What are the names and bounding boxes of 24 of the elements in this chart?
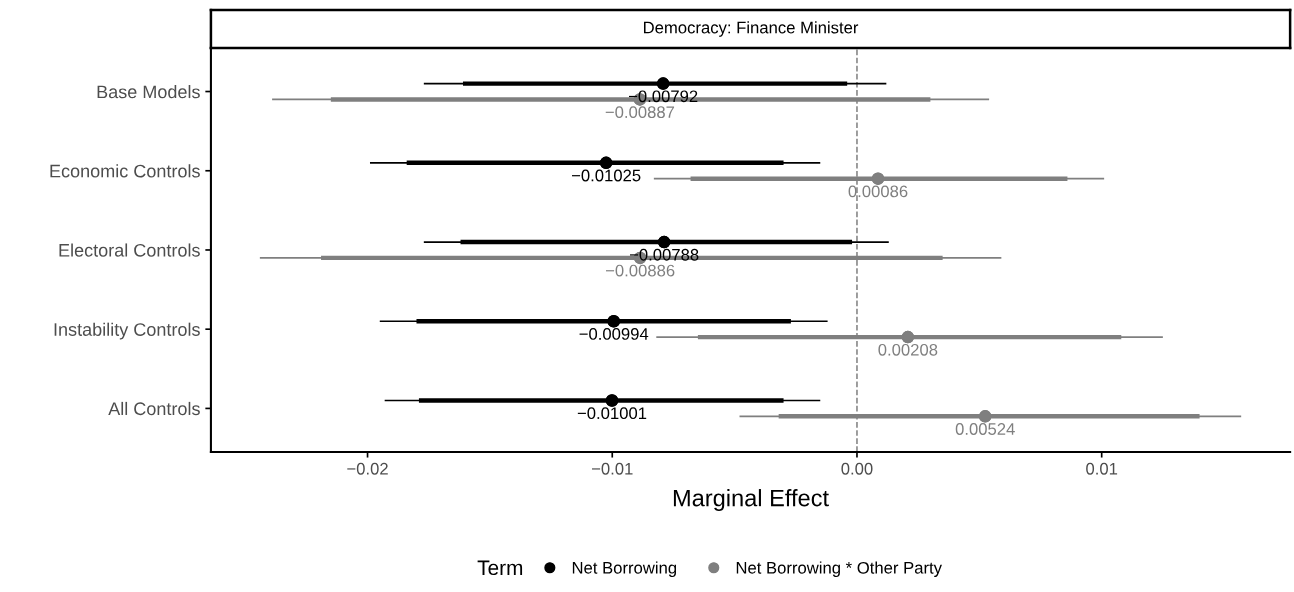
x-tick-label: 0.00 [841, 462, 873, 475]
data-label: −0.01025 [571, 169, 641, 182]
legend-title: Term [477, 560, 523, 576]
chart-title: Democracy: Finance Minister [643, 21, 859, 37]
legend-label: Net Borrowing [572, 561, 677, 577]
y-tick-label: Base Models [97, 84, 200, 99]
y-tick-label: Instability Controls [54, 322, 200, 340]
x-tick-label: 0.01 [1086, 462, 1118, 475]
y-tick-label: All Controls [108, 401, 200, 416]
x-tick-label: −0.01 [591, 462, 633, 475]
x-axis-title: Marginal Effect [673, 489, 829, 512]
data-label: 0.00524 [955, 423, 1015, 435]
y-tick-label: Economic Controls [50, 164, 200, 178]
data-label: −0.00994 [579, 328, 649, 340]
data-label: −0.00792 [628, 90, 698, 103]
data-label: 0.00086 [848, 185, 908, 198]
legend-label: Net Borrowing * Other Party [736, 561, 942, 577]
y-tick-label: Electoral Controls [59, 243, 200, 257]
data-label: −0.00887 [605, 106, 675, 119]
data-label: −0.00886 [605, 264, 675, 277]
x-tick-label: −0.02 [347, 462, 388, 475]
data-label: 0.00208 [878, 343, 938, 356]
data-label: −0.00788 [629, 248, 699, 261]
data-label: −0.01001 [577, 407, 647, 420]
